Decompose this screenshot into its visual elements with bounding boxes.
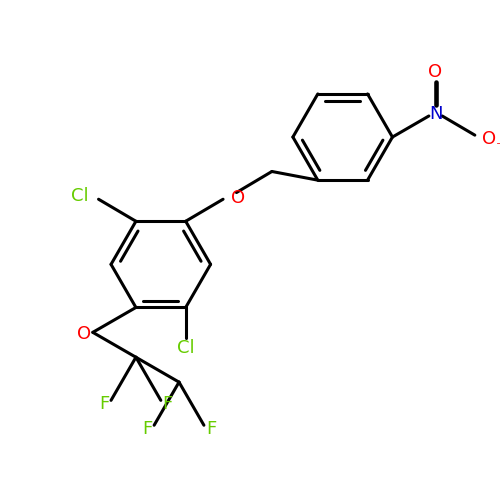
Text: O: O: [230, 190, 245, 208]
Text: ⁻: ⁻: [496, 138, 500, 156]
Text: F: F: [99, 396, 109, 413]
Text: O: O: [482, 130, 496, 148]
Text: Cl: Cl: [177, 338, 194, 356]
Text: F: F: [206, 420, 216, 438]
Text: F: F: [162, 396, 173, 413]
Text: O: O: [428, 63, 442, 81]
Text: O: O: [77, 326, 91, 344]
Text: F: F: [142, 420, 152, 438]
Text: N: N: [429, 105, 442, 123]
Text: Cl: Cl: [72, 188, 89, 206]
